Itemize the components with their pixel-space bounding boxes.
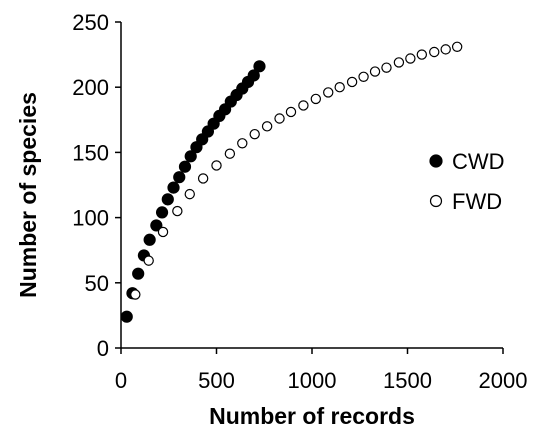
data-point-fwd bbox=[405, 53, 416, 64]
data-point-fwd bbox=[429, 46, 440, 58]
legend-label-fwd: FWD bbox=[452, 189, 502, 214]
data-point-cwd bbox=[247, 69, 260, 82]
data-point-fwd bbox=[249, 128, 260, 140]
plot-area: 0 50 100 150 200 250 0 500 1000 1500 2000 bbox=[72, 10, 527, 393]
legend-marker-fwd bbox=[429, 194, 443, 208]
data-point-fwd bbox=[369, 66, 381, 77]
data-point-cwd bbox=[120, 310, 133, 323]
data-point-fwd bbox=[274, 113, 285, 124]
data-point-fwd bbox=[416, 49, 428, 60]
data-point-fwd bbox=[184, 188, 195, 200]
data-point-cwd bbox=[178, 160, 192, 173]
data-point-fwd bbox=[323, 87, 334, 98]
data-point-fwd bbox=[334, 81, 345, 93]
x-tick-label: 1000 bbox=[288, 368, 337, 393]
y-tick-label: 250 bbox=[72, 10, 109, 35]
data-point-fwd bbox=[358, 71, 369, 82]
y-tick-label: 50 bbox=[85, 271, 109, 296]
legend-label-cwd: CWD bbox=[452, 149, 505, 174]
legend: CWD FWD bbox=[429, 149, 505, 214]
data-point-fwd bbox=[298, 100, 309, 111]
data-point-fwd bbox=[130, 289, 141, 300]
series-fwd bbox=[130, 41, 463, 300]
data-point-fwd bbox=[211, 160, 222, 171]
data-point-cwd bbox=[184, 150, 197, 163]
data-point-fwd bbox=[224, 148, 236, 159]
x-axis-title: Number of records bbox=[209, 403, 415, 429]
data-point-cwd bbox=[167, 181, 180, 194]
data-point-cwd bbox=[150, 219, 163, 232]
x-tick-label: 1500 bbox=[383, 368, 432, 393]
data-point-cwd bbox=[161, 193, 174, 206]
legend-marker-cwd bbox=[429, 154, 443, 168]
data-point-fwd bbox=[346, 76, 358, 88]
data-point-fwd bbox=[237, 138, 248, 149]
y-tick-label: 0 bbox=[97, 336, 109, 361]
data-point-fwd bbox=[261, 121, 273, 132]
data-point-cwd bbox=[253, 60, 266, 73]
data-point-fwd bbox=[172, 205, 183, 217]
y-axis-title: Number of species bbox=[15, 92, 41, 298]
data-point-cwd bbox=[173, 171, 186, 184]
data-point-fwd bbox=[310, 93, 322, 105]
x-tick-label: 0 bbox=[115, 368, 127, 393]
data-point-fwd bbox=[440, 44, 451, 55]
legend-item-cwd: CWD bbox=[429, 149, 505, 174]
data-point-fwd bbox=[381, 62, 392, 73]
x-tick-label: 2000 bbox=[479, 368, 528, 393]
data-point-fwd bbox=[143, 255, 154, 266]
x-axis-ticks: 0 500 1000 1500 2000 bbox=[115, 348, 528, 393]
y-tick-label: 150 bbox=[72, 140, 109, 165]
legend-item-fwd: FWD bbox=[429, 189, 502, 214]
series-cwd bbox=[120, 60, 266, 323]
y-tick-label: 200 bbox=[72, 75, 109, 100]
data-point-fwd bbox=[157, 226, 169, 238]
data-point-cwd bbox=[132, 267, 145, 280]
data-point-cwd bbox=[155, 206, 169, 219]
y-tick-label: 100 bbox=[72, 206, 109, 231]
data-point-fwd bbox=[197, 173, 209, 184]
data-point-cwd bbox=[143, 233, 156, 246]
y-axis-ticks: 0 50 100 150 200 250 bbox=[72, 10, 121, 361]
data-point-fwd bbox=[285, 106, 297, 118]
data-series bbox=[120, 41, 463, 323]
data-point-fwd bbox=[451, 41, 463, 52]
data-point-fwd bbox=[393, 57, 405, 68]
x-tick-label: 500 bbox=[198, 368, 235, 393]
